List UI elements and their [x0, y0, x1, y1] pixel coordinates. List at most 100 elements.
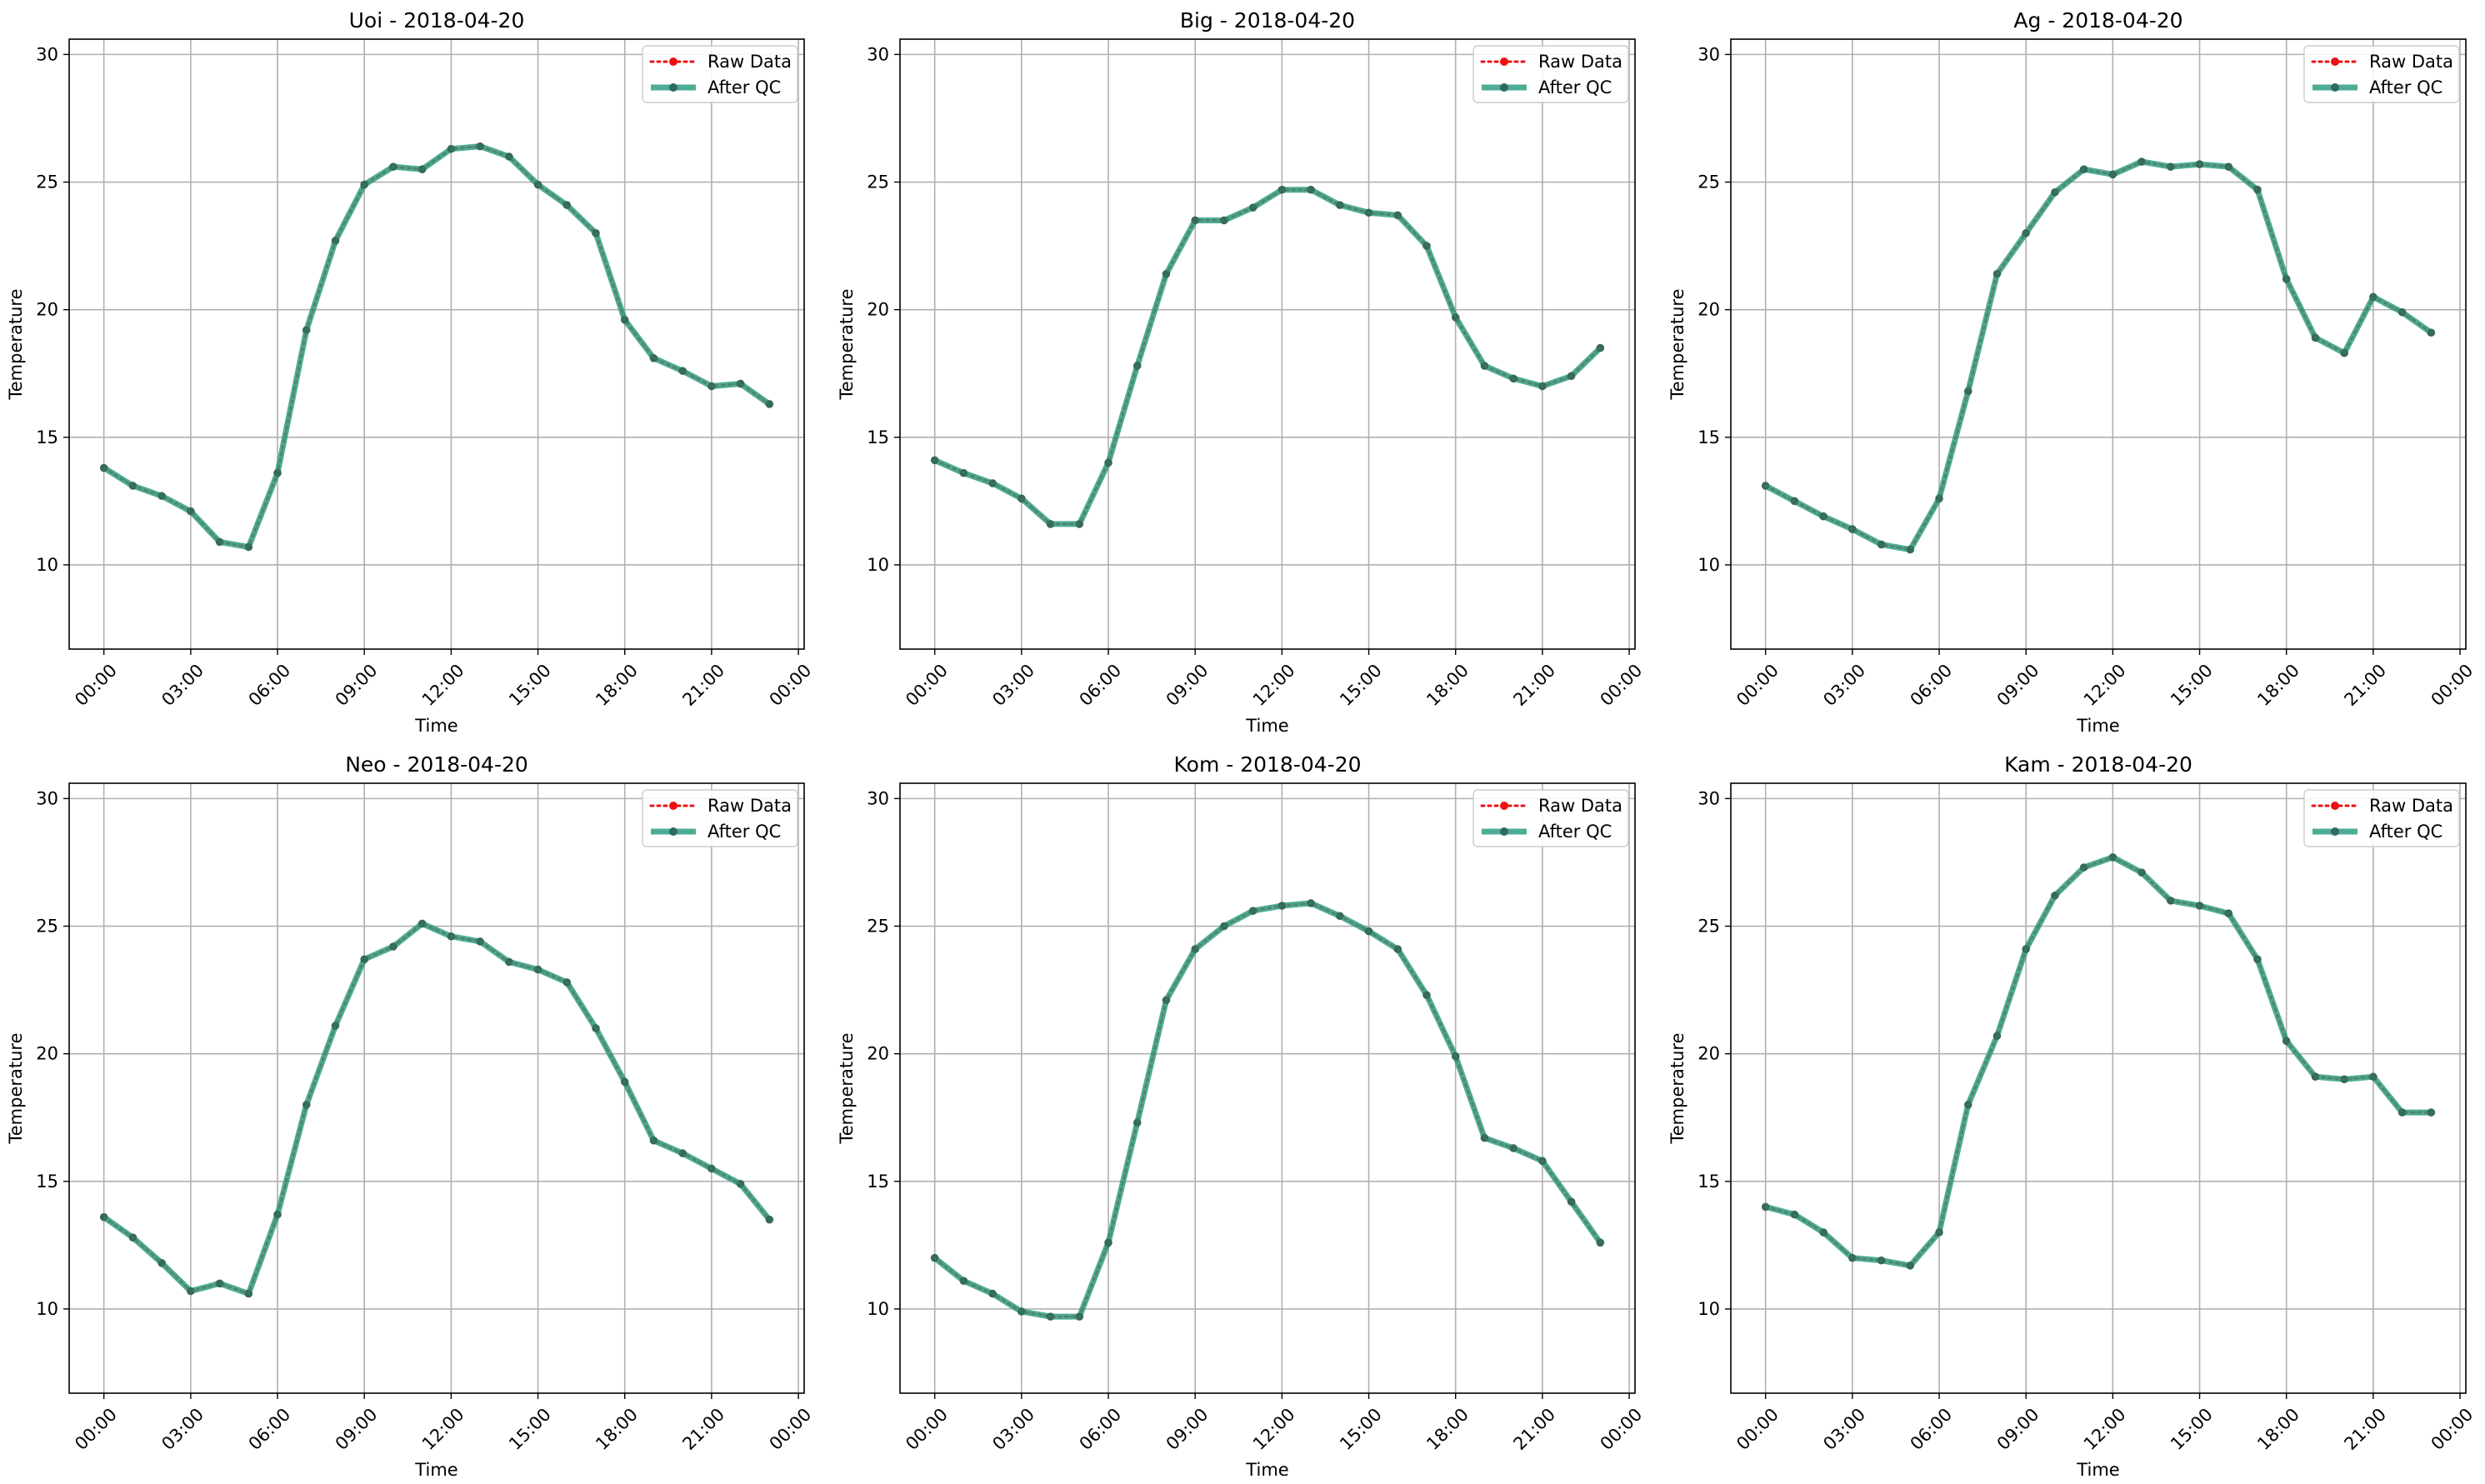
- x-axis-label: Time: [1245, 1460, 1288, 1480]
- qc-data-point: [1480, 362, 1489, 370]
- legend-raw-marker: [2331, 802, 2339, 810]
- y-tick-label: 15: [867, 1172, 889, 1192]
- legend-qc-label: After QC: [708, 822, 781, 842]
- x-tick-label: 18:00: [592, 660, 642, 710]
- x-tick-label: 12:00: [2080, 660, 2130, 710]
- qc-data-point: [1248, 203, 1258, 212]
- qc-data-point: [418, 165, 427, 174]
- qc-data-point: [2253, 185, 2262, 194]
- qc-data-line: [1762, 854, 2434, 1269]
- qc-data-point: [476, 142, 484, 151]
- x-tick-label: 00:00: [1597, 1404, 1647, 1454]
- qc-data-point: [1992, 269, 2002, 278]
- y-tick-label: 25: [36, 172, 58, 192]
- x-tick-label: 09:00: [1993, 1404, 2043, 1454]
- legend-raw-label: Raw Data: [2369, 52, 2453, 72]
- qc-data-point: [1307, 185, 1315, 194]
- qc-data-line: [1762, 158, 2434, 553]
- qc-data-point: [331, 1022, 340, 1030]
- x-tick-label: 00:00: [2428, 1404, 2478, 1454]
- axes-frame: [68, 782, 805, 1394]
- x-tick-label: 00:00: [1597, 660, 1647, 710]
- legend-raw-marker: [1500, 802, 1508, 810]
- legend-qc-marker: [669, 827, 678, 836]
- qc-data-point: [765, 1215, 774, 1224]
- qc-data-point: [1451, 313, 1460, 322]
- y-tick-label: 15: [867, 427, 889, 447]
- qc-data-point: [1191, 216, 1199, 225]
- x-tick-label: 21:00: [2340, 660, 2390, 710]
- y-tick-label: 20: [1698, 1044, 1720, 1064]
- x-tick-label: 15:00: [2167, 660, 2217, 710]
- qc-data-point: [2427, 1108, 2436, 1117]
- qc-data-point: [1248, 907, 1258, 915]
- qc-data-point: [1046, 1312, 1055, 1321]
- x-tick-label: 03:00: [988, 1404, 1038, 1454]
- legend-qc-marker: [669, 83, 678, 92]
- legend-raw-label: Raw Data: [2369, 796, 2453, 816]
- qc-data-point: [959, 1277, 968, 1286]
- qc-data-point: [1906, 545, 1915, 554]
- qc-data-point: [1364, 208, 1373, 217]
- qc-data-point: [2369, 292, 2378, 302]
- qc-data-point: [215, 1279, 224, 1288]
- legend-raw-label: Raw Data: [708, 52, 792, 72]
- qc-data-point: [2079, 165, 2088, 174]
- x-tick-label: 03:00: [1819, 1404, 1869, 1454]
- x-tick-label: 12:00: [418, 660, 468, 710]
- raw-data-overlay: [1765, 160, 2432, 551]
- qc-data-point: [1075, 520, 1084, 528]
- raw-data-line: [933, 902, 1602, 1318]
- subplot: 10 15 20 25 30 00:00 03:00 06:00 09:00 12:00 15:00…: [6, 8, 815, 736]
- x-tick-label: 12:00: [1249, 1404, 1299, 1454]
- legend-qc-marker: [2331, 83, 2339, 92]
- x-tick-label: 00:00: [902, 660, 952, 710]
- qc-data-point: [1162, 996, 1171, 1005]
- subplot-title: Neo - 2018-04-20: [345, 752, 528, 777]
- y-axis-label: Temperature: [1668, 288, 1688, 400]
- qc-data-point: [988, 1289, 997, 1298]
- qc-data-point: [1567, 372, 1576, 381]
- qc-data-point: [678, 367, 687, 375]
- qc-data-point: [302, 326, 311, 334]
- y-tick-label: 30: [867, 788, 889, 808]
- x-tick-label: 03:00: [158, 1404, 208, 1454]
- qc-data-point: [2138, 157, 2146, 166]
- qc-data-point: [447, 144, 456, 153]
- qc-data-point: [1596, 1238, 1605, 1247]
- y-tick-label: 20: [36, 300, 58, 320]
- y-tick-label: 10: [867, 1299, 889, 1319]
- legend: Raw Data After QC: [1472, 789, 1629, 847]
- y-tick-label: 25: [36, 917, 58, 937]
- x-tick-label: 21:00: [678, 660, 728, 710]
- x-tick-label: 09:00: [332, 660, 382, 710]
- axes-frame: [1730, 38, 2467, 650]
- subplot-title: Uoi - 2018-04-20: [349, 8, 525, 32]
- qc-data-point: [1018, 1307, 1026, 1316]
- axes-frame: [68, 38, 805, 650]
- qc-data-point: [1132, 1118, 1142, 1127]
- subplot-title: Kam - 2018-04-20: [2004, 752, 2192, 777]
- qc-data-point: [418, 919, 427, 928]
- qc-data-point: [1790, 497, 1799, 506]
- qc-data-point: [678, 1149, 687, 1157]
- qc-data-point: [447, 932, 456, 941]
- qc-data-point: [2311, 333, 2320, 342]
- qc-data-point: [736, 1180, 745, 1188]
- qc-data-point: [128, 482, 138, 490]
- x-tick-label: 00:00: [766, 660, 816, 710]
- x-axis-label: Time: [414, 1460, 458, 1480]
- qc-data-point: [1393, 211, 1402, 220]
- qc-data-point: [1848, 525, 1857, 533]
- x-tick-label: 09:00: [1993, 660, 2043, 710]
- legend: Raw Data After QC: [2303, 789, 2460, 847]
- qc-data-point: [158, 492, 166, 501]
- legend-raw-marker: [2331, 57, 2339, 66]
- y-tick-label: 30: [36, 788, 58, 808]
- y-axis-label: Temperature: [837, 288, 857, 400]
- qc-data-point: [620, 316, 629, 324]
- x-tick-label: 00:00: [902, 1404, 952, 1454]
- y-tick-label: 30: [1698, 44, 1720, 64]
- subplot-title: Big - 2018-04-20: [1180, 8, 1355, 32]
- legend-raw-marker: [1500, 57, 1508, 66]
